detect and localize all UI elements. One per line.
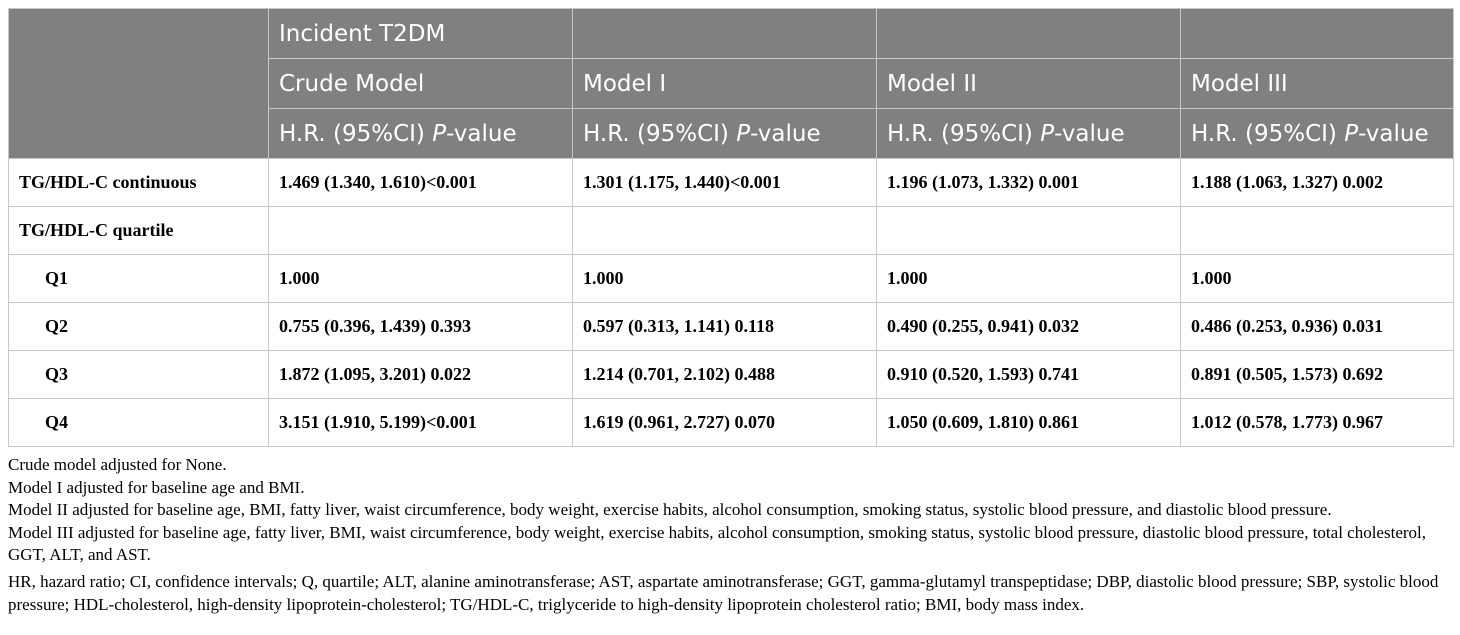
header-corner-cell: [8, 58, 269, 109]
table-row: Q2 0.755 (0.396, 1.439) 0.393 0.597 (0.3…: [8, 302, 1454, 351]
table-cell: 1.872 (1.095, 3.201) 0.022: [268, 350, 573, 399]
model-header-model-2: Model II: [876, 58, 1181, 109]
header-corner-cell: [8, 8, 269, 59]
model-header-model-1: Model I: [572, 58, 877, 109]
outcome-header: Incident T2DM: [268, 8, 573, 59]
model-header-model-3: Model III: [1180, 58, 1454, 109]
table-cell: 1.619 (0.961, 2.727) 0.070: [572, 398, 877, 447]
table-cell: 0.891 (0.505, 1.573) 0.692: [1180, 350, 1454, 399]
table-cell: [1180, 206, 1454, 255]
header-empty-cell: [876, 8, 1181, 59]
metric-header: H.R. (95%CI) P-value: [876, 108, 1181, 159]
table-cell: 0.486 (0.253, 0.936) 0.031: [1180, 302, 1454, 351]
metric-suffix: -value: [446, 120, 517, 147]
table-row: Q4 3.151 (1.910, 5.199)<0.001 1.619 (0.9…: [8, 398, 1454, 447]
table-cell: 1.000: [268, 254, 573, 303]
metric-italic: P: [1344, 120, 1359, 147]
metric-prefix: H.R. (95%CI): [583, 120, 737, 147]
table-cell: 1.000: [572, 254, 877, 303]
table-cell: 1.469 (1.340, 1.610)<0.001: [268, 158, 573, 207]
metric-header: H.R. (95%CI) P-value: [268, 108, 573, 159]
metric-suffix: -value: [750, 120, 821, 147]
metric-suffix: -value: [1358, 120, 1429, 147]
table-cell: 0.910 (0.520, 1.593) 0.741: [876, 350, 1181, 399]
table-cell: 3.151 (1.910, 5.199)<0.001: [268, 398, 573, 447]
table-cell: 0.597 (0.313, 1.141) 0.118: [572, 302, 877, 351]
footnote: Model III adjusted for baseline age, fat…: [8, 522, 1426, 565]
row-label: TG/HDL-C continuous: [8, 158, 269, 207]
table-row: TG/HDL-C continuous 1.469 (1.340, 1.610)…: [8, 158, 1454, 207]
table-cell: 1.000: [1180, 254, 1454, 303]
table-cell: 1.214 (0.701, 2.102) 0.488: [572, 350, 877, 399]
row-label: Q4: [8, 398, 269, 447]
row-label: Q2: [8, 302, 269, 351]
table-cell: [572, 206, 877, 255]
metric-italic: P: [1040, 120, 1055, 147]
results-table-container: Incident T2DM Crude Model Model I Model …: [8, 8, 1454, 447]
table-cell: 1.050 (0.609, 1.810) 0.861: [876, 398, 1181, 447]
header-row-outcome: Incident T2DM: [8, 8, 1454, 59]
metric-header: H.R. (95%CI) P-value: [572, 108, 877, 159]
header-row-models: Crude Model Model I Model II Model III: [8, 58, 1454, 109]
model-header-crude: Crude Model: [268, 58, 573, 109]
table-footnotes: Crude model adjusted for None. Model I a…: [8, 454, 1458, 616]
table-cell: 1.000: [876, 254, 1181, 303]
table-row: Q3 1.872 (1.095, 3.201) 0.022 1.214 (0.7…: [8, 350, 1454, 399]
table-cell: 1.196 (1.073, 1.332) 0.001: [876, 158, 1181, 207]
metric-italic: P: [432, 120, 447, 147]
row-label: TG/HDL-C quartile: [8, 206, 269, 255]
table-cell: [876, 206, 1181, 255]
header-row-metric: H.R. (95%CI) P-value H.R. (95%CI) P-valu…: [8, 108, 1454, 159]
table-row: TG/HDL-C quartile: [8, 206, 1454, 255]
footnote: Model II adjusted for baseline age, BMI,…: [8, 500, 1332, 520]
table-cell: 0.490 (0.255, 0.941) 0.032: [876, 302, 1181, 351]
table-cell: [268, 206, 573, 255]
footnote-abbreviations: HR, hazard ratio; CI, confidence interva…: [8, 571, 1439, 614]
table-cell: 1.012 (0.578, 1.773) 0.967: [1180, 398, 1454, 447]
header-empty-cell: [572, 8, 877, 59]
metric-prefix: H.R. (95%CI): [1191, 120, 1345, 147]
metric-header: H.R. (95%CI) P-value: [1180, 108, 1454, 159]
header-corner-cell: [8, 108, 269, 159]
hazard-ratio-table: Incident T2DM Crude Model Model I Model …: [8, 8, 1454, 447]
table-cell: 0.755 (0.396, 1.439) 0.393: [268, 302, 573, 351]
metric-italic: P: [736, 120, 751, 147]
metric-suffix: -value: [1054, 120, 1125, 147]
row-label: Q3: [8, 350, 269, 399]
footnote: Crude model adjusted for None.: [8, 455, 227, 474]
table-row: Q1 1.000 1.000 1.000 1.000: [8, 254, 1454, 303]
row-label: Q1: [8, 254, 269, 303]
table-cell: 1.188 (1.063, 1.327) 0.002: [1180, 158, 1454, 207]
header-empty-cell: [1180, 8, 1454, 59]
metric-prefix: H.R. (95%CI): [887, 120, 1041, 147]
table-cell: 1.301 (1.175, 1.440)<0.001: [572, 158, 877, 207]
footnote: Model I adjusted for baseline age and BM…: [8, 477, 305, 497]
metric-prefix: H.R. (95%CI): [279, 120, 433, 147]
